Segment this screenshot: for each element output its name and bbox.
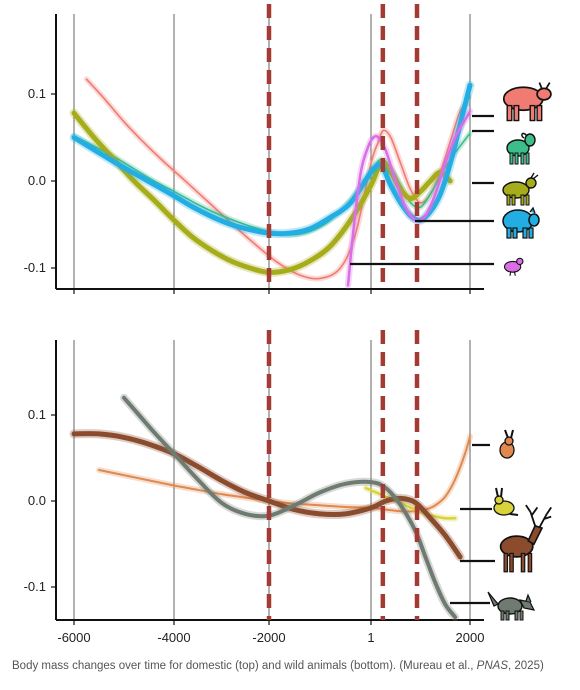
deer-icon xyxy=(499,504,552,573)
y-tick-label: 0.0 xyxy=(28,493,46,508)
series-chicken-line xyxy=(346,110,472,287)
y-tick-label: -0.1 xyxy=(24,260,46,275)
y-tick-label: -0.1 xyxy=(24,579,46,594)
pig-icon xyxy=(502,206,540,239)
series-fox-line xyxy=(122,395,458,620)
domestic-animals-panel: 0.1 0.0 -0.1 xyxy=(24,4,552,294)
caption-text: Body mass changes over time for domestic… xyxy=(12,660,477,672)
sheep-icon xyxy=(502,172,539,206)
x-tick-label: 1 xyxy=(367,630,374,645)
figure-caption: Body mass changes over time for domestic… xyxy=(12,660,572,672)
chicken-icon xyxy=(503,257,524,276)
series-sheep-line xyxy=(71,110,453,275)
cattle-icon xyxy=(502,82,552,122)
fox-icon xyxy=(487,591,536,621)
caption-journal: PNAS xyxy=(476,660,508,672)
series-pig-line xyxy=(71,82,473,237)
series-hare-line xyxy=(98,435,471,513)
wild-animals-panel: 0.1 0.0 -0.1 -6000 -4000 -2000 1 2000 xyxy=(24,330,552,645)
x-tick-label: -4000 xyxy=(157,630,190,645)
y-tick-label: 0.0 xyxy=(28,173,46,188)
hare-icon xyxy=(499,429,515,459)
x-tick-label: 2000 xyxy=(456,630,485,645)
series-goat-line xyxy=(73,132,471,236)
caption-text-end: , 2025) xyxy=(508,660,544,672)
x-tick-label: -2000 xyxy=(252,630,285,645)
x-tick-label: -6000 xyxy=(57,630,90,645)
goat-icon xyxy=(506,132,536,165)
y-tick-label: 0.1 xyxy=(28,407,46,422)
rabbit-icon xyxy=(493,487,519,516)
series-deer-line xyxy=(71,431,463,560)
y-tick-label: 0.1 xyxy=(28,86,46,101)
